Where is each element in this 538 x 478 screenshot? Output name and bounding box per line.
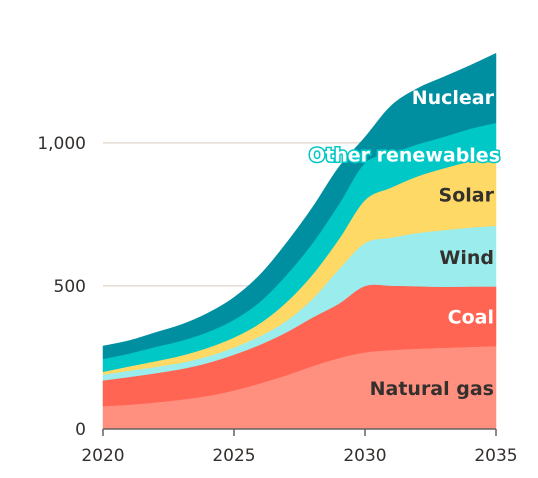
y-axis: 0 500 1,000 [37,134,86,440]
y-tick-1-000: 1,000 [37,134,86,154]
x-axis: 2020 2025 2030 2035 [81,428,518,466]
label-other-renewables: Other renewables [309,144,500,166]
label-coal: Coal [448,307,494,329]
x-tick-2035: 2035 [474,446,517,466]
label-solar: Solar [439,184,495,206]
x-tick-2025: 2025 [212,446,255,466]
y-tick-0: 0 [75,420,86,440]
x-tick-2020: 2020 [81,446,124,466]
label-wind: Wind [439,247,494,269]
label-nuclear: Nuclear [412,87,495,109]
label-natural-gas: Natural gas [370,378,494,400]
y-tick-500: 500 [54,277,86,297]
areas [102,52,497,430]
area-nuclear [102,52,497,360]
x-tick-2030: 2030 [343,446,386,466]
series-labels: Natural gas Coal Wind Solar Other renewables… [308,87,502,400]
